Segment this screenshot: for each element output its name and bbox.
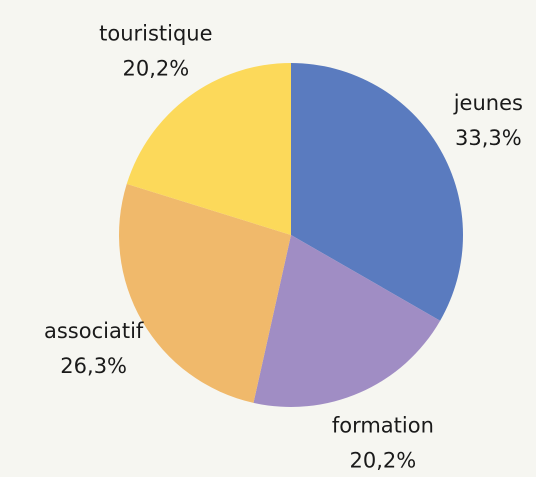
slice-value: 20,2% (122, 56, 189, 80)
slice-name: formation (332, 414, 434, 438)
slice-name: touristique (99, 21, 212, 45)
slice-value: 26,3% (60, 354, 127, 378)
pie-slice (126, 63, 291, 235)
pie-slice (291, 63, 463, 321)
pie-slice (118, 183, 291, 403)
slice-name: associatif (44, 319, 144, 343)
slice-name: jeunes (453, 91, 523, 115)
slice-value: 20,2% (350, 449, 417, 473)
slice-value: 33,3% (455, 126, 522, 150)
pie-slice (253, 235, 441, 407)
